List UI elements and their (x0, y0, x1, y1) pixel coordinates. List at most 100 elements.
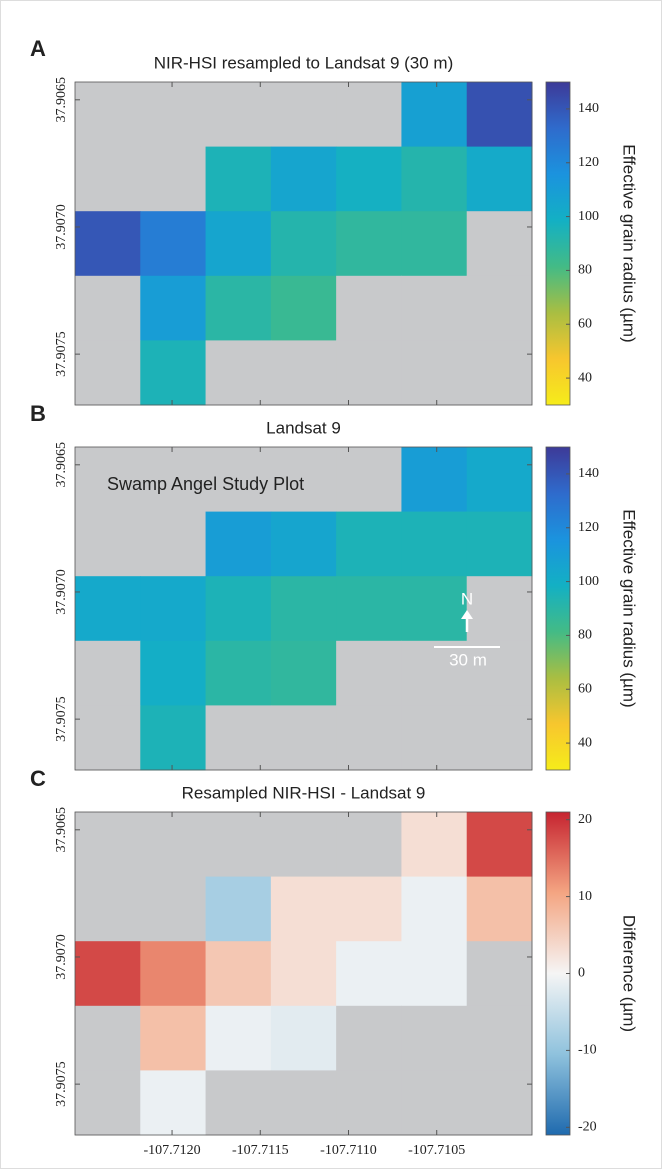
no-data-cell (205, 82, 272, 148)
x-tick-label: -107.7110 (320, 1143, 377, 1158)
no-data-cell (270, 340, 337, 406)
cell (205, 876, 272, 942)
cell (140, 340, 207, 406)
y-tick-label: 37.9075 (54, 331, 69, 377)
colorbar-tick-label: 140 (578, 101, 599, 116)
no-data-cell (401, 1070, 468, 1136)
no-data-cell (75, 812, 141, 878)
no-data-cell (75, 876, 141, 942)
cell (140, 705, 207, 771)
cell (401, 211, 468, 277)
cell (401, 447, 468, 513)
colorbar-tick-label: 80 (578, 263, 592, 278)
no-data-cell (401, 640, 468, 706)
no-data-cell (401, 1005, 468, 1071)
cell (270, 1005, 337, 1071)
colorbar-label: Effective grain radius (µm) (620, 144, 639, 342)
x-tick-label: -107.7115 (232, 1143, 289, 1158)
cell (466, 447, 533, 513)
cell (205, 576, 272, 642)
colorbar-tick-label: 60 (578, 316, 592, 331)
no-data-cell (140, 812, 207, 878)
cell (466, 511, 533, 577)
colorbar-tick-label: -10 (578, 1043, 597, 1058)
colorbar-tick-label: 100 (578, 209, 599, 224)
y-tick-label: 37.9075 (54, 1061, 69, 1107)
cell (401, 941, 468, 1007)
panel-title: Landsat 9 (266, 418, 341, 437)
cell (205, 275, 272, 341)
colorbar-tick-label: 0 (578, 966, 585, 981)
no-data-cell (270, 812, 337, 878)
no-data-cell (205, 1070, 272, 1136)
no-data-cell (401, 705, 468, 771)
no-data-cell (140, 82, 207, 148)
cell (401, 146, 468, 212)
no-data-cell (466, 576, 533, 642)
cell (140, 275, 207, 341)
cell (205, 640, 272, 706)
no-data-cell (270, 705, 337, 771)
colorbar-label: Effective grain radius (µm) (620, 509, 639, 707)
cell (401, 812, 468, 878)
colorbar (545, 81, 571, 406)
axes-box (74, 811, 533, 1136)
colorbar-tick-label: 100 (578, 574, 599, 589)
cell (336, 211, 402, 277)
cell (140, 1005, 207, 1071)
colorbar-tick-label: 80 (578, 628, 592, 643)
no-data-cell (270, 447, 337, 513)
cell (205, 211, 272, 277)
cell (336, 941, 402, 1007)
cell (75, 211, 141, 277)
no-data-cell (336, 705, 402, 771)
cell (270, 576, 337, 642)
no-data-cell (466, 941, 533, 1007)
panel-title: Resampled NIR-HSI - Landsat 9 (182, 783, 426, 802)
no-data-cell (466, 640, 533, 706)
no-data-cell (336, 812, 402, 878)
cell (466, 876, 533, 942)
cell (75, 941, 141, 1007)
no-data-cell (75, 275, 141, 341)
cell (140, 211, 207, 277)
colorbar-tick-label: 120 (578, 155, 599, 170)
cell (270, 275, 337, 341)
north-arrow-head (461, 610, 473, 619)
cell (205, 941, 272, 1007)
no-data-cell (140, 876, 207, 942)
no-data-cell (75, 1070, 141, 1136)
no-data-cell (336, 340, 402, 406)
cell (140, 576, 207, 642)
cell (270, 941, 337, 1007)
cell (270, 876, 337, 942)
y-tick-label: 37.9070 (54, 569, 69, 615)
no-data-cell (466, 705, 533, 771)
no-data-cell (336, 640, 402, 706)
no-data-cell (75, 1005, 141, 1071)
cell (140, 941, 207, 1007)
colorbar-label: Difference (µm) (620, 915, 639, 1032)
no-data-cell (205, 340, 272, 406)
cell (75, 576, 141, 642)
cell (270, 511, 337, 577)
cell (401, 576, 468, 642)
no-data-cell (466, 1070, 533, 1136)
no-data-cell (75, 340, 141, 406)
no-data-cell (466, 340, 533, 406)
colorbar-tick-label: 140 (578, 466, 599, 481)
no-data-cell (401, 340, 468, 406)
no-data-cell (336, 1070, 402, 1136)
no-data-cell (205, 705, 272, 771)
colorbar-tick-label: -20 (578, 1120, 597, 1135)
y-tick-label: 37.9075 (54, 696, 69, 742)
annotation: N (461, 589, 473, 608)
colorbar (545, 446, 571, 771)
panel-letter: A (30, 36, 46, 61)
annotation: Swamp Angel Study Plot (107, 474, 304, 494)
cell (205, 1005, 272, 1071)
no-data-cell (466, 211, 533, 277)
cell (140, 640, 207, 706)
panel-title: NIR-HSI resampled to Landsat 9 (30 m) (154, 53, 454, 72)
